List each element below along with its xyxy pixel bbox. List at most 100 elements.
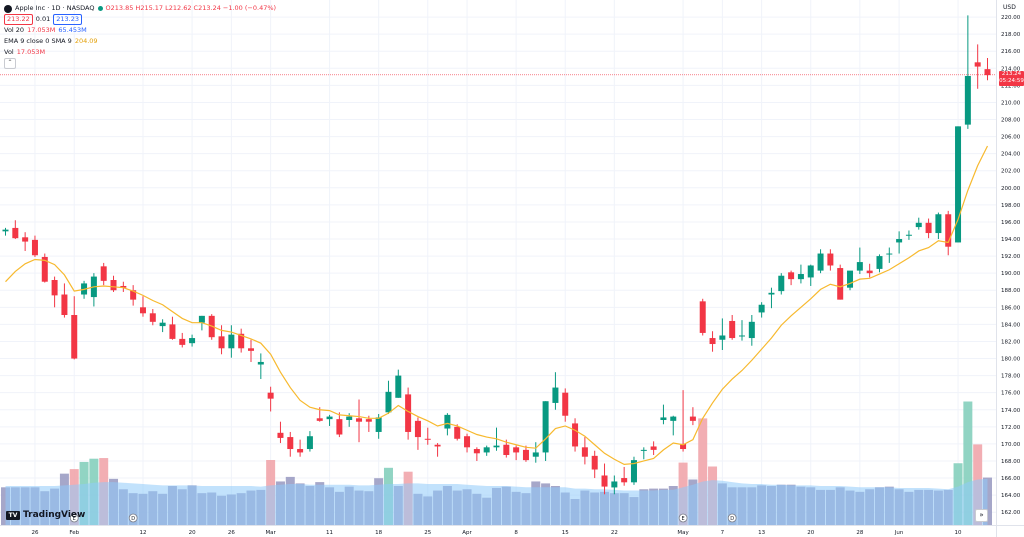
earnings-marker-icon bbox=[678, 513, 688, 523]
ema-label: EMA 9 close 0 SMA 9 bbox=[4, 37, 72, 45]
legend-vol-row[interactable]: Vol 17.053M bbox=[4, 47, 276, 58]
candle-up bbox=[306, 431, 313, 452]
candle-body bbox=[248, 348, 254, 351]
x-tick-label: 12 bbox=[139, 530, 146, 536]
y-tick-label: 162.00 bbox=[1001, 510, 1021, 516]
candle-up bbox=[483, 445, 490, 456]
dividend-marker-icon bbox=[128, 513, 138, 523]
y-tick-label: 204.00 bbox=[1001, 152, 1021, 158]
x-tick-label: 15 bbox=[562, 530, 569, 536]
candle-up bbox=[552, 372, 559, 410]
candle-body bbox=[297, 449, 304, 453]
dividend-marker[interactable]: D bbox=[128, 513, 138, 523]
candle-up bbox=[640, 447, 647, 460]
sell-button[interactable]: 213.22 bbox=[4, 14, 33, 25]
candle-body bbox=[31, 239, 38, 256]
dividend-marker-label: D bbox=[730, 516, 734, 522]
candle-body bbox=[670, 416, 677, 421]
candle-body bbox=[630, 460, 637, 483]
candle-body bbox=[552, 387, 559, 403]
legend-ema-row[interactable]: EMA 9 close 0 SMA 9 204.09 bbox=[4, 36, 276, 47]
y-tick-label: 210.00 bbox=[1001, 100, 1021, 106]
candle-body bbox=[12, 227, 19, 239]
candle-body bbox=[522, 449, 529, 461]
candle-down bbox=[179, 332, 186, 348]
candle-body bbox=[837, 268, 844, 300]
candle-body bbox=[473, 449, 480, 454]
candle-up bbox=[2, 227, 9, 236]
candle-body bbox=[385, 391, 392, 413]
candle-body bbox=[886, 253, 893, 255]
last-price-tag: 213.24 05:24:59 bbox=[999, 70, 1024, 86]
candle-body bbox=[925, 222, 932, 234]
candle-body bbox=[935, 214, 942, 234]
candle-down bbox=[837, 264, 844, 300]
candle-up bbox=[228, 325, 235, 358]
y-tick-label: 190.00 bbox=[1001, 271, 1021, 277]
candle-down bbox=[61, 283, 68, 318]
candle-body bbox=[856, 262, 863, 271]
candle-body bbox=[905, 234, 912, 236]
candle-down bbox=[689, 407, 696, 426]
ema-line bbox=[5, 145, 989, 466]
candle-down bbox=[572, 418, 579, 452]
candle-up bbox=[542, 401, 549, 461]
earnings-marker-icon bbox=[69, 513, 79, 523]
candle-body bbox=[326, 416, 333, 420]
buy-button[interactable]: 213.23 bbox=[53, 14, 82, 25]
earnings-marker[interactable]: E bbox=[69, 513, 79, 523]
candle-body bbox=[601, 475, 608, 487]
candle-body bbox=[159, 322, 166, 327]
candle-body bbox=[61, 294, 68, 315]
candle-up bbox=[90, 273, 97, 307]
candle-down bbox=[41, 253, 48, 283]
collapse-legend-button[interactable]: ⌃ bbox=[4, 58, 16, 69]
candle-up bbox=[758, 302, 765, 318]
candle-down bbox=[356, 399, 363, 443]
y-tick-label: 166.00 bbox=[1001, 476, 1021, 482]
candle-down bbox=[424, 427, 431, 445]
candle-up bbox=[778, 273, 785, 295]
y-tick-label: 218.00 bbox=[1001, 32, 1021, 38]
candles bbox=[2, 15, 991, 495]
candle-body bbox=[955, 126, 962, 243]
y-tick-label: 172.00 bbox=[1001, 425, 1021, 431]
candle-body bbox=[120, 285, 127, 288]
candle-up bbox=[797, 264, 804, 284]
candle-body bbox=[581, 447, 588, 457]
x-axis[interactable]: 26 Feb 12 20 26 Mar 11 18 25 Apr 8 15 22 May 7 13 20 28 Ju… bbox=[31, 530, 962, 536]
earnings-marker[interactable]: E bbox=[678, 513, 688, 523]
candle-down bbox=[238, 328, 245, 353]
y-axis[interactable]: 220.00 218.00 216.00 214.00 212.00 210.00 208.… bbox=[1001, 15, 1021, 516]
candle-up bbox=[915, 217, 922, 230]
candle-body bbox=[356, 418, 363, 422]
candle-down bbox=[562, 388, 569, 422]
y-tick-label: 174.00 bbox=[1001, 408, 1021, 414]
tradingview-logo[interactable]: TV TradingView bbox=[6, 510, 85, 520]
market-open-icon bbox=[97, 6, 103, 11]
candle-body bbox=[827, 253, 834, 266]
y-tick-label: 220.00 bbox=[1001, 15, 1021, 21]
candle-body bbox=[513, 447, 520, 453]
candle-down bbox=[464, 433, 471, 453]
scroll-to-realtime-button[interactable]: » bbox=[975, 509, 988, 522]
candle-body bbox=[51, 280, 58, 296]
legend-vol20-row[interactable]: Vol 20 17.053M 65.453M bbox=[4, 25, 276, 36]
candle-up bbox=[768, 287, 775, 309]
event-markers[interactable]: E ED D bbox=[69, 513, 737, 523]
candle-down bbox=[31, 235, 38, 257]
candle-body bbox=[110, 280, 117, 291]
currency-label[interactable]: USD bbox=[1003, 4, 1016, 11]
candle-down bbox=[522, 445, 529, 462]
candle-down bbox=[287, 431, 294, 457]
symbol-title[interactable]: Apple Inc · 1D · NASDAQ bbox=[15, 4, 95, 12]
candle-body bbox=[365, 419, 372, 422]
x-tick-label: 20 bbox=[189, 530, 196, 536]
dividend-marker[interactable]: D bbox=[727, 513, 737, 523]
candle-up bbox=[395, 369, 402, 398]
candle-body bbox=[149, 313, 156, 322]
candle-down bbox=[650, 441, 657, 455]
x-tick-label: 13 bbox=[758, 530, 765, 536]
candle-body bbox=[493, 445, 500, 448]
